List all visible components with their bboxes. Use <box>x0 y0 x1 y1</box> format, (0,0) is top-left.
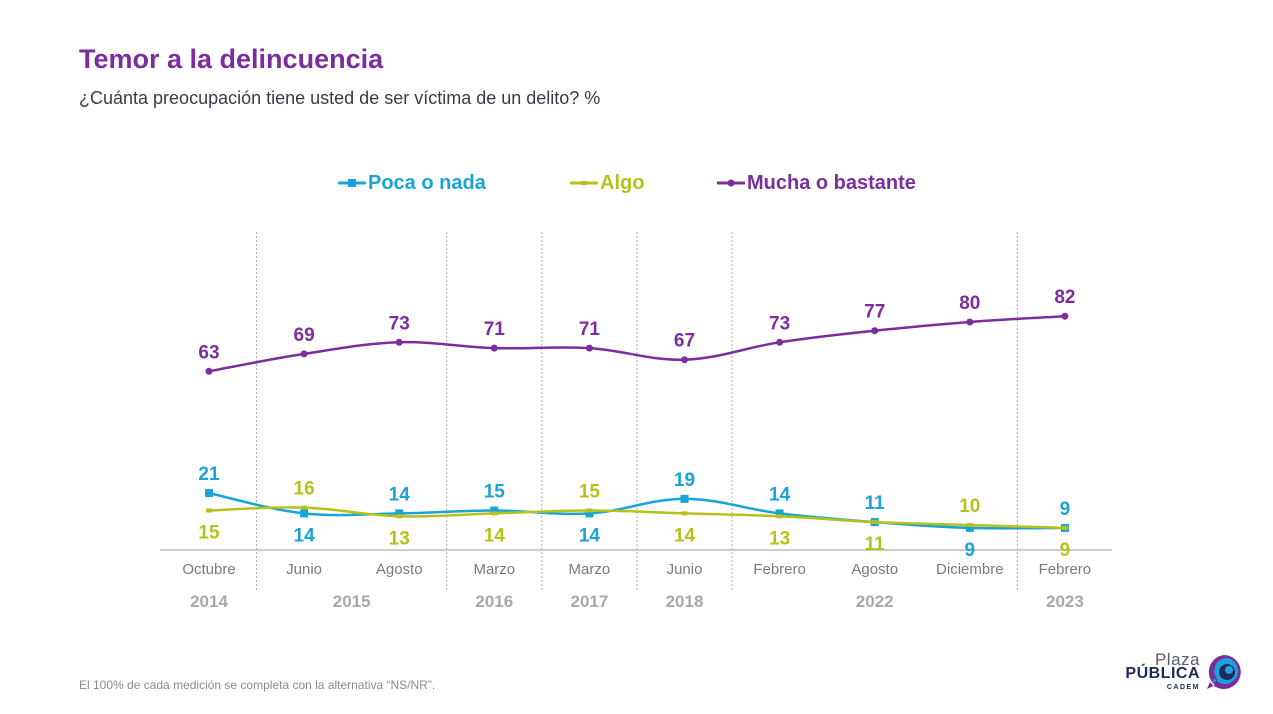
data-label-mucha: 71 <box>484 319 506 340</box>
data-label-algo: 9 <box>1060 540 1071 561</box>
data-label-mucha: 67 <box>674 331 695 352</box>
data-label-algo: 13 <box>389 528 410 549</box>
year-label: 2022 <box>856 592 894 611</box>
data-label-poca: 9 <box>965 540 976 561</box>
year-label: 2023 <box>1046 592 1084 611</box>
data-label-poca: 11 <box>865 493 886 514</box>
x-tick-label: Octubre <box>182 561 235 578</box>
series-line-poca <box>208 491 1065 530</box>
data-point-algo <box>206 508 212 513</box>
logo-text-cadem: CADEM <box>1166 684 1200 691</box>
data-label-algo: 15 <box>579 482 601 503</box>
data-point-mucha <box>205 367 213 375</box>
data-label-mucha: 73 <box>769 313 790 334</box>
data-point-poca <box>395 509 404 518</box>
data-label-algo: 14 <box>674 525 696 546</box>
data-label-poca: 14 <box>579 525 601 546</box>
data-label-poca: 21 <box>198 464 220 485</box>
data-label-mucha: 73 <box>389 313 410 334</box>
data-point-algo <box>681 511 688 516</box>
data-point-mucha <box>776 338 784 346</box>
x-tick-label: Febrero <box>753 561 806 578</box>
data-point-algo <box>491 511 498 516</box>
data-label-algo: 13 <box>769 528 790 549</box>
x-tick-label: Diciembre <box>936 561 1004 578</box>
plaza-publica-logo: Plaza PÚBLICA CADEM <box>1122 650 1252 694</box>
x-tick-label: Agosto <box>376 561 423 578</box>
data-point-algo <box>871 520 878 525</box>
data-point-poca <box>205 489 213 498</box>
data-label-algo: 11 <box>865 534 886 555</box>
data-point-algo <box>396 514 403 519</box>
data-point-poca <box>585 509 594 518</box>
logo-text-plaza: Plaza <box>1154 650 1200 669</box>
data-point-algo <box>966 523 973 527</box>
data-label-mucha: 82 <box>1054 287 1075 308</box>
x-tick-label: Marzo <box>569 561 611 578</box>
data-label-algo: 10 <box>959 496 980 517</box>
year-label: 2014 <box>190 592 228 611</box>
logo-text-publica: PÚBLICA <box>1125 665 1200 682</box>
data-point-mucha <box>585 344 593 352</box>
data-label-algo: 14 <box>484 525 506 546</box>
data-point-mucha <box>681 356 688 364</box>
legend-marker-poca-icon <box>338 179 366 187</box>
data-point-mucha <box>966 318 974 326</box>
data-label-poca: 19 <box>674 470 695 491</box>
data-label-poca: 14 <box>294 525 316 546</box>
legend-item-mucha: Mucha o bastante <box>717 168 916 198</box>
legend-item-algo: Algo <box>570 168 644 198</box>
data-point-algo <box>586 508 593 513</box>
chart-legend: Poca o nada Algo Mucha o bastante <box>0 168 1273 198</box>
series-line-algo <box>208 506 1065 530</box>
year-label: 2015 <box>333 592 371 611</box>
series-line-mucha <box>208 314 1065 373</box>
data-label-mucha: 77 <box>864 302 885 323</box>
data-label-poca: 9 <box>1060 499 1071 520</box>
data-label-poca: 14 <box>769 484 791 505</box>
data-point-mucha <box>300 350 308 358</box>
x-tick-label: Febrero <box>1039 561 1092 578</box>
footnote: El 100% de cada medición se completa con… <box>79 678 436 692</box>
x-tick-label: Junio <box>667 561 703 578</box>
data-point-algo <box>301 505 308 510</box>
data-label-algo: 15 <box>198 523 220 544</box>
x-tick-label: Junio <box>286 561 322 578</box>
x-tick-label: Marzo <box>473 561 515 578</box>
legend-label-mucha: Mucha o bastante <box>747 171 916 194</box>
legend-marker-mucha-icon <box>717 179 745 187</box>
data-point-poca <box>300 509 309 518</box>
chart-subtitle: ¿Cuánta preocupación tiene usted de ser … <box>79 88 601 108</box>
data-label-algo: 16 <box>294 479 315 500</box>
data-label-mucha: 63 <box>198 342 219 363</box>
legend-marker-algo-icon <box>570 181 598 185</box>
data-point-mucha <box>1061 312 1069 320</box>
data-point-mucha <box>871 327 879 335</box>
data-label-poca: 15 <box>484 482 506 503</box>
legend-item-poca: Poca o nada <box>338 168 486 198</box>
year-label: 2016 <box>475 592 513 611</box>
year-label: 2018 <box>666 592 704 611</box>
legend-label-algo: Algo <box>600 171 645 194</box>
data-label-mucha: 71 <box>579 319 601 340</box>
data-point-poca <box>775 509 784 518</box>
chart-title: Temor a la delincuencia <box>79 44 384 74</box>
data-point-algo <box>1061 525 1068 530</box>
data-point-mucha <box>395 338 403 346</box>
data-label-poca: 14 <box>389 484 411 505</box>
year-label: 2017 <box>570 592 608 611</box>
data-label-mucha: 69 <box>294 325 315 346</box>
data-point-poca <box>680 494 689 503</box>
speech-bubble-logo-icon <box>1207 655 1241 689</box>
data-point-mucha <box>490 344 498 352</box>
data-label-mucha: 80 <box>959 293 980 314</box>
data-point-poca <box>965 523 974 532</box>
data-point-poca <box>490 506 499 515</box>
x-tick-label: Agosto <box>851 561 898 578</box>
data-point-algo <box>776 514 783 519</box>
legend-label-poca: Poca o nada <box>368 171 486 194</box>
